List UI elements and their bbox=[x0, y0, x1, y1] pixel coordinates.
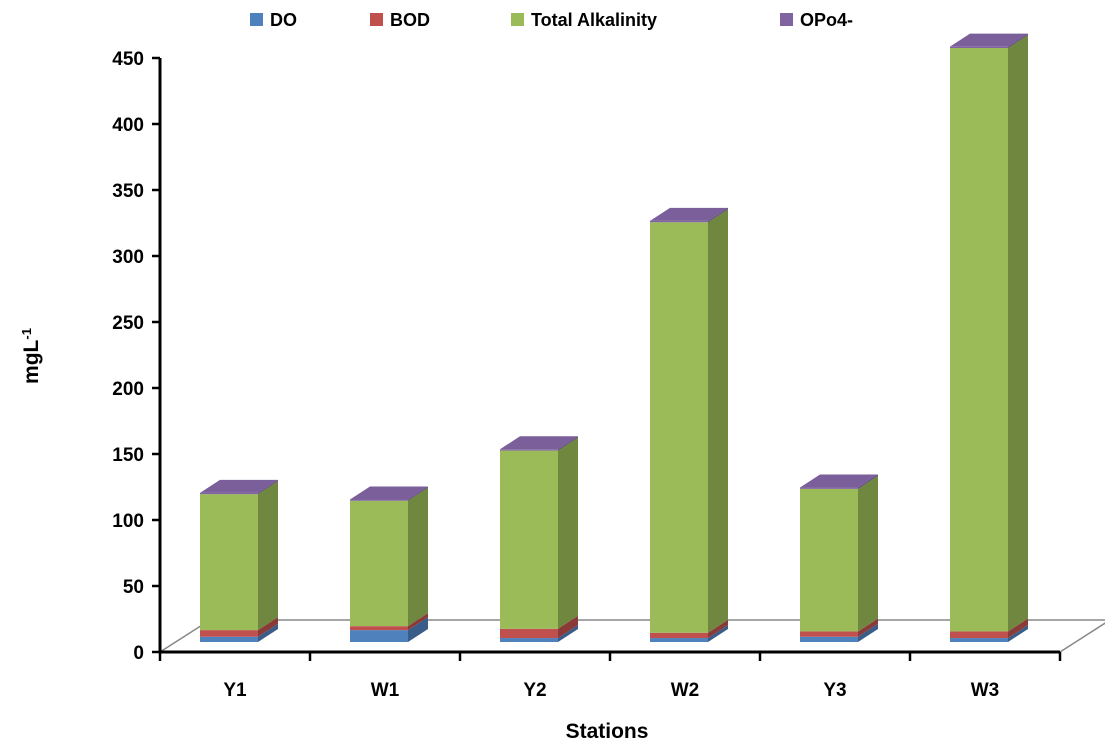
bar-segment bbox=[200, 623, 278, 642]
y-tick-label: 400 bbox=[112, 115, 144, 136]
x-tick-label: W2 bbox=[671, 680, 700, 701]
legend-label: OPo4- bbox=[800, 10, 853, 30]
y-tick-label: 100 bbox=[112, 511, 144, 532]
bar-segment bbox=[800, 618, 878, 637]
legend-swatch bbox=[250, 13, 263, 26]
legend-item: DO bbox=[250, 10, 297, 30]
bar-segment bbox=[950, 618, 1028, 639]
bar-segment bbox=[350, 486, 428, 501]
bar-segment bbox=[800, 623, 878, 642]
x-tick-label: Y2 bbox=[523, 680, 546, 701]
bar-segment bbox=[500, 436, 578, 451]
x-axis-ticks: Y1 W1 Y2 W2 Y3 W3 bbox=[158, 652, 1062, 701]
bar-segment bbox=[500, 437, 578, 629]
y-axis-title: mgL-1 bbox=[19, 328, 44, 384]
legend-swatch bbox=[370, 13, 383, 26]
x-tick-label: W3 bbox=[971, 680, 1000, 701]
bar-segment bbox=[650, 625, 728, 642]
bar-segment bbox=[350, 617, 428, 642]
bar-segment bbox=[950, 33, 1028, 48]
x-tick-label: W1 bbox=[371, 680, 400, 701]
y-tick-label: 450 bbox=[112, 49, 144, 70]
legend-item: OPo4- bbox=[780, 10, 853, 30]
y-tick-label: 250 bbox=[112, 313, 144, 334]
bar-segment bbox=[650, 207, 728, 223]
x-tick-label: Y1 bbox=[223, 680, 247, 701]
bar-segment bbox=[800, 474, 878, 489]
legend: DO BOD Total Alkalinity OPo4- bbox=[250, 10, 853, 30]
bar-segment bbox=[500, 625, 578, 642]
legend-label: Total Alkalinity bbox=[531, 10, 657, 30]
y-tick-label: 0 bbox=[133, 643, 144, 664]
bar-segment bbox=[200, 617, 278, 637]
bar-segment bbox=[200, 479, 278, 495]
y-tick-label: 150 bbox=[112, 445, 144, 466]
y-tick-label: 200 bbox=[112, 379, 144, 400]
bar-segment bbox=[200, 481, 278, 631]
y-tick-label: 350 bbox=[112, 181, 144, 202]
legend-swatch bbox=[511, 13, 524, 26]
legend-item: Total Alkalinity bbox=[511, 10, 657, 30]
bar-segment bbox=[950, 625, 1028, 642]
x-axis-title: Stations bbox=[566, 720, 649, 743]
bar-segment bbox=[350, 613, 428, 631]
legend-label: DO bbox=[270, 10, 297, 30]
bar-segment bbox=[500, 615, 578, 639]
bar-segment bbox=[350, 487, 428, 627]
y-tick-label: 50 bbox=[123, 577, 144, 598]
bar-segment bbox=[800, 475, 878, 632]
legend-label: BOD bbox=[390, 10, 430, 30]
bar-segment bbox=[650, 619, 728, 639]
y-tick-label: 300 bbox=[112, 247, 144, 268]
legend-item: BOD bbox=[370, 10, 430, 30]
bar-segment bbox=[650, 209, 728, 633]
y-axis-ticks: 0 50 100 150 200 250 300 350 400 450 bbox=[112, 49, 160, 664]
x-tick-label: Y3 bbox=[823, 680, 846, 701]
legend-swatch bbox=[780, 13, 793, 26]
bars bbox=[200, 33, 1028, 642]
bar-segment bbox=[950, 35, 1028, 632]
